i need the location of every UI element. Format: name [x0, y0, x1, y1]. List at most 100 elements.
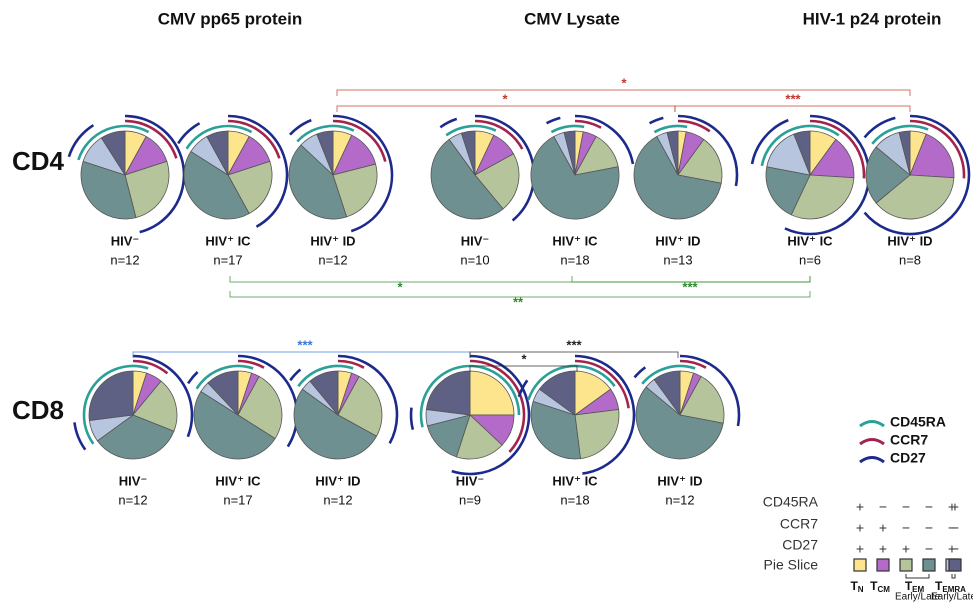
pie-title: HIV⁻ — [111, 233, 140, 248]
marker-arc — [187, 371, 199, 385]
row-label: CD4 — [12, 146, 65, 176]
pie-slice — [530, 400, 581, 460]
pie-slice — [132, 380, 178, 432]
table-sign: + — [948, 499, 956, 515]
marker-arc — [337, 354, 399, 445]
group-title: CMV pp65 protein — [158, 9, 303, 28]
pie-title: HIV⁺ IC — [787, 233, 833, 248]
pie-slice — [898, 130, 911, 176]
table-sign: + — [948, 541, 956, 557]
marker-arc — [227, 114, 289, 228]
legend-arc — [859, 420, 885, 428]
marker-arc — [677, 114, 739, 187]
subset-main: T — [870, 579, 878, 593]
pie-n: n=18 — [560, 252, 589, 267]
pie-slice — [309, 370, 339, 417]
marker-arc — [289, 368, 302, 382]
marker-arc — [297, 364, 354, 387]
marker-arc — [863, 114, 971, 236]
table-sign: + — [951, 499, 959, 515]
subset-sub: CM — [877, 585, 890, 594]
marker-arc — [809, 119, 866, 179]
marker-arc — [517, 379, 529, 398]
pie-slice — [337, 375, 383, 437]
pie-title: HIV⁺ ID — [310, 233, 355, 248]
pie-slice — [206, 130, 229, 176]
marker-arc — [679, 354, 741, 427]
marker-arc — [677, 119, 711, 133]
table-sign: + — [856, 499, 864, 515]
marker-arc — [237, 354, 299, 448]
pie-n: n=8 — [899, 252, 921, 267]
subset-label: TEM — [905, 579, 925, 594]
pie-title: HIV⁺ IC — [552, 233, 598, 248]
table-sign: + — [856, 541, 864, 557]
pie-slice — [474, 153, 520, 210]
marker-arc — [185, 124, 253, 150]
subset-label: TN — [850, 579, 863, 594]
marker-arc — [332, 114, 394, 233]
table-row-label: CD45RA — [763, 494, 819, 510]
pie-n: n=12 — [118, 492, 147, 507]
pie-title: HIV⁻ — [461, 233, 490, 248]
pie-slice — [809, 138, 855, 179]
subset-sub: N — [858, 585, 864, 594]
legend-swatch — [899, 558, 913, 572]
pie-title: HIV⁺ IC — [552, 473, 598, 488]
marker-arc — [227, 119, 281, 159]
pie-n: n=12 — [323, 492, 352, 507]
marker-arc — [67, 124, 95, 158]
marker-arc — [648, 116, 664, 125]
pie-slice — [80, 160, 137, 220]
pie-slice — [288, 144, 348, 220]
pie-slice — [666, 130, 679, 176]
pie-slice — [865, 146, 911, 204]
significance: *** — [785, 91, 801, 106]
marker-arc — [445, 124, 497, 137]
table-sign: − — [925, 499, 933, 515]
marker-arc — [550, 124, 585, 134]
pie-slice — [425, 370, 471, 416]
table-sign: − — [879, 499, 887, 515]
pie-n: n=17 — [213, 252, 242, 267]
pie-slice — [766, 133, 811, 176]
pie-slice — [460, 130, 476, 176]
pie-n: n=17 — [223, 492, 252, 507]
marker-arc — [474, 119, 524, 150]
pie-slice — [293, 388, 378, 460]
marker-arc — [750, 118, 789, 165]
marker-arc — [73, 422, 87, 451]
subset-label: TEMRA — [935, 579, 966, 594]
marker-arc — [237, 359, 265, 369]
pie-n: n=12 — [318, 252, 347, 267]
marker-arc — [909, 119, 966, 179]
pie-title: HIV⁺ IC — [205, 233, 251, 248]
marker-arc — [641, 364, 696, 385]
pie-n: n=6 — [799, 252, 821, 267]
pie-slice — [909, 133, 955, 179]
marker-arc — [871, 124, 929, 145]
table-sign: − — [902, 520, 910, 536]
subset-note: Early/Late — [895, 592, 940, 602]
pie-slice — [635, 386, 724, 460]
pie-slice — [538, 370, 576, 416]
table-row-label: CD27 — [782, 537, 818, 553]
bracket — [229, 276, 811, 283]
table-row-label: CCR7 — [780, 516, 818, 532]
marker-arc — [545, 116, 561, 125]
marker-arc — [132, 359, 169, 375]
bracket — [674, 105, 911, 112]
pie-title: HIV⁻ — [119, 473, 148, 488]
pie-slice — [237, 375, 283, 440]
legend-swatch — [948, 558, 962, 572]
legend-swatch — [876, 558, 890, 572]
marker-arc — [679, 359, 707, 369]
pie-title: HIV⁺ ID — [657, 473, 702, 488]
marker-arc — [527, 364, 616, 401]
pie-n: n=13 — [663, 252, 692, 267]
pie-slice — [183, 150, 250, 220]
marker-arc — [863, 116, 896, 139]
table-sign: + — [879, 520, 887, 536]
significance: *** — [682, 279, 698, 294]
